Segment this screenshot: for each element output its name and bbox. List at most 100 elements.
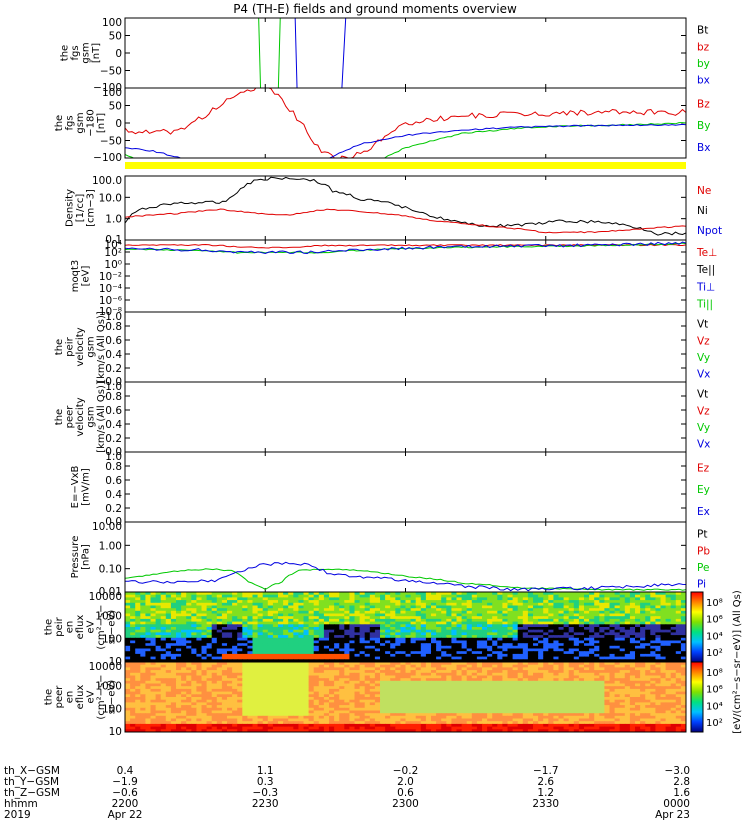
y-axis-label-line: [1/cc] (75, 194, 86, 223)
series-fgs2-Bz (125, 86, 686, 161)
y-axis-label-line: velocity (75, 397, 86, 436)
legend-pressure-3: Pi (697, 579, 706, 591)
legend-fgs-1: bz (697, 41, 710, 53)
y-axis-label-line: peir (54, 616, 65, 636)
y-tick-label: 0 (115, 48, 122, 60)
y-axis-label-line: [nPa] (80, 544, 91, 570)
legend-fgs2-2: Bx (697, 142, 710, 154)
series-fgs-bx (293, 0, 349, 158)
legend-density-2: Npot (697, 225, 722, 237)
y-axis-label-line: sr−eV) (107, 680, 118, 715)
legend-efield-1: Ey (697, 484, 710, 496)
y-axis-label-line: gsm (75, 112, 86, 133)
legend-efield-0: Ez (697, 462, 710, 474)
legend-peirvel-1: Vz (697, 335, 710, 347)
legend-fgs-3: bx (697, 75, 710, 87)
heatmap-peerspec (125, 662, 687, 733)
y-tick-label: 10⁻² (99, 271, 122, 283)
y-axis-label-efield: E=−VxB[mV/m] (70, 466, 92, 509)
y-axis-label-line: fgs (70, 45, 81, 60)
y-tick-label: 0.4 (105, 489, 122, 501)
y-tick-label: 10000 (89, 591, 122, 603)
y-tick-label: −100 (93, 152, 122, 164)
y-tick-label: 0.6 (105, 405, 122, 417)
y-tick-label: 50 (109, 101, 122, 113)
y-axis-label-line: the (44, 689, 55, 705)
y-axis-label-temp: moqt3[eV] (70, 260, 92, 293)
y-tick-label: 0.6 (105, 475, 122, 487)
y-tick-label: 0 (115, 118, 122, 130)
legend-temp-3: Ti|| (696, 298, 713, 310)
y-tick-label: 10 (109, 726, 122, 738)
y-axis-label-line: the (44, 619, 55, 635)
y-axis-label-line: gsm (86, 406, 97, 427)
y-axis-label-line: [km/s (All Qs)] (96, 381, 107, 453)
y-tick-label: 0.2 (105, 503, 122, 515)
y-tick-label: 10.00 (92, 521, 122, 533)
y-tick-label: 1.0 (105, 214, 122, 226)
legend-pressure-0: Pt (697, 529, 707, 541)
series-density-Ni (125, 177, 686, 235)
y-axis-label-line: gsm (86, 336, 97, 357)
legend-density-0: Ne (697, 185, 711, 197)
heatmap-peirspec (125, 592, 687, 663)
legend-peervel-3: Vx (697, 439, 710, 451)
y-axis-label-line: eV (86, 690, 97, 703)
legend-peervel-0: Vt (697, 389, 708, 401)
legend-peirvel-0: Vt (697, 319, 708, 331)
y-tick-label: 0.4 (105, 349, 122, 361)
legend-temp-2: Ti⊥ (696, 281, 715, 293)
legend-density-1: Ni (697, 205, 708, 217)
y-axis-label-line: eV (86, 620, 97, 633)
y-tick-label: −50 (100, 136, 122, 148)
legend-pressure-1: Pb (697, 545, 710, 557)
legend-fgs-2: by (697, 58, 710, 70)
y-tick-label: −50 (100, 66, 122, 78)
legend-fgs2-1: By (697, 120, 710, 132)
y-axis-label-line: moqt3 (70, 260, 81, 293)
y-tick-label: 100 (102, 17, 122, 29)
y-axis-label-line: velocity (75, 327, 86, 366)
y-tick-label: 0.10 (99, 564, 122, 576)
y-axis-label-line: en (65, 691, 76, 704)
y-axis-label-line: gsm (80, 42, 91, 63)
y-tick-label: 0.2 (105, 363, 122, 375)
y-axis-label-line: (cm²−s− (96, 604, 107, 649)
y-axis-label-line: −180 (86, 109, 97, 136)
legend-peirvel-2: Vy (697, 352, 710, 364)
y-axis-label-line: [km/s (All Qs)] (96, 311, 107, 383)
legend-temp-1: Te|| (696, 264, 715, 276)
y-axis-label-line: eflux (75, 685, 86, 710)
legend-efield-2: Ex (697, 506, 710, 518)
legend-peirvel-3: Vx (697, 369, 710, 381)
y-axis-label-line: [cm−3] (86, 189, 97, 227)
y-tick-label: 10² (104, 247, 122, 259)
y-axis-label-line: sr−eV) (107, 610, 118, 645)
y-axis-label-line: peer (54, 685, 65, 709)
y-tick-label: 100 (102, 87, 122, 99)
y-axis-label-line: en (65, 621, 76, 634)
y-tick-label: 0.4 (105, 419, 122, 431)
y-axis-label-pressure: Pressure[nPa] (70, 536, 92, 579)
y-axis-label-line: [eV] (80, 266, 91, 287)
y-tick-label: 100.0 (92, 175, 122, 187)
y-axis-label-line: the (54, 115, 65, 131)
y-tick-label: 10⁰ (104, 259, 122, 271)
y-axis-label-line: Density (65, 189, 76, 227)
y-axis-label-line: peir (65, 336, 76, 356)
y-tick-label: 10000 (89, 661, 122, 673)
y-axis-label-line: fgs (65, 115, 76, 130)
y-tick-label: 0.8 (105, 391, 122, 403)
y-tick-label: 0.2 (105, 433, 122, 445)
legend-fgs2-0: Bz (697, 98, 710, 110)
legend-fgs-0: Bt (697, 25, 708, 37)
legend-peervel-2: Vy (697, 422, 710, 434)
y-tick-label: 0.8 (105, 321, 122, 333)
y-tick-label: 1.00 (99, 540, 122, 552)
